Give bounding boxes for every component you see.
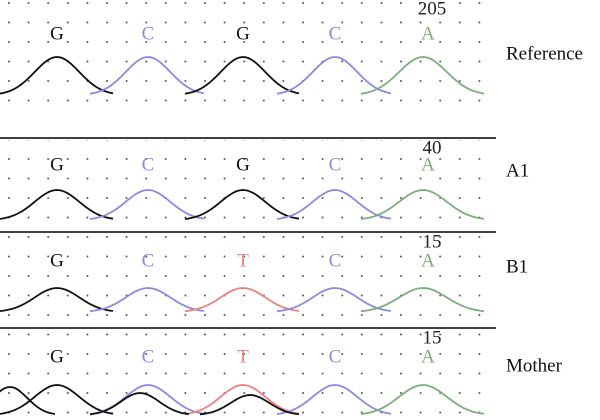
peak — [184, 189, 300, 220]
base-call: A — [421, 250, 435, 271]
peak — [89, 189, 205, 220]
base-call: C — [329, 250, 342, 271]
position-number: 15 — [423, 231, 442, 252]
base-call: G — [50, 250, 64, 271]
dot-grid — [0, 0, 496, 112]
peak — [0, 287, 114, 313]
base-call: G — [50, 346, 64, 367]
peak — [0, 386, 56, 415]
base-call: C — [142, 23, 155, 44]
peak — [276, 56, 392, 95]
peak — [89, 56, 205, 95]
base-call: C — [329, 23, 342, 44]
base-call: G — [236, 23, 250, 44]
peak — [0, 189, 114, 220]
peak — [89, 287, 205, 313]
base-call: T — [237, 346, 249, 367]
sample-label: B1 — [506, 256, 528, 277]
peak — [199, 394, 300, 416]
base-call: C — [329, 346, 342, 367]
base-call: C — [142, 154, 155, 175]
base-call: T — [237, 250, 249, 271]
dot-grid — [0, 236, 496, 324]
base-call: C — [329, 154, 342, 175]
sample-label: Reference — [506, 43, 583, 64]
position-number: 205 — [418, 0, 447, 19]
peak — [360, 189, 485, 220]
base-call: C — [142, 346, 155, 367]
base-call: A — [421, 346, 435, 367]
peak — [0, 384, 114, 415]
dot-grid — [0, 140, 496, 228]
dot-grid — [0, 332, 496, 420]
position-number: 40 — [423, 137, 442, 158]
base-call: G — [50, 154, 64, 175]
peak — [184, 287, 300, 313]
base-call: C — [142, 250, 155, 271]
base-call: A — [421, 154, 435, 175]
position-number: 15 — [423, 327, 442, 348]
peak — [360, 287, 485, 313]
sample-label: A1 — [506, 160, 529, 181]
peak — [360, 56, 485, 95]
peak — [184, 56, 300, 95]
peak — [276, 384, 392, 415]
peak — [276, 189, 392, 220]
peak — [360, 384, 485, 415]
sample-label: Mother — [506, 355, 563, 376]
base-call: G — [236, 154, 250, 175]
peak — [0, 56, 114, 95]
peak — [184, 384, 300, 415]
base-call: G — [50, 23, 64, 44]
base-call: A — [421, 23, 435, 44]
peak — [276, 287, 392, 313]
peak — [89, 392, 190, 416]
